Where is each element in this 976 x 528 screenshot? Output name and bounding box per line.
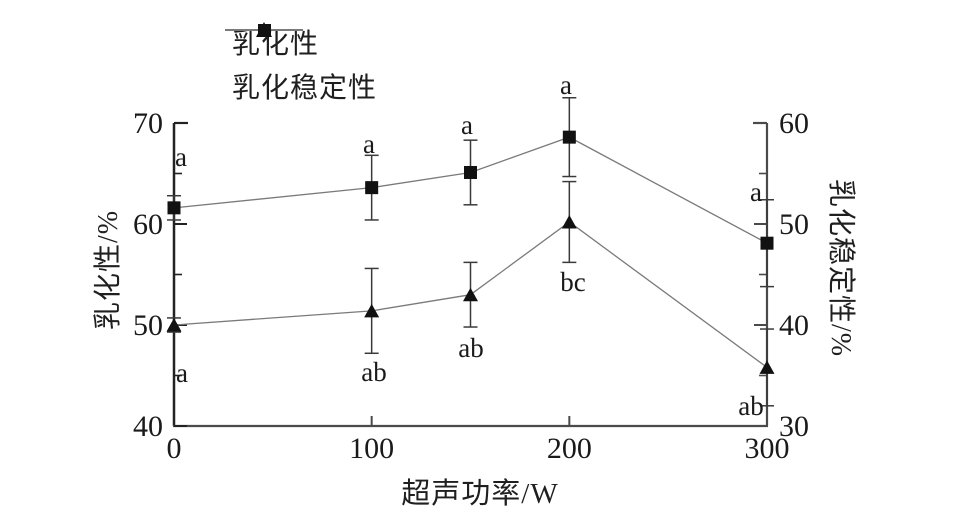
x-tick-label: 100 (349, 432, 394, 465)
right-tick-label: 40 (779, 309, 809, 342)
x-tick-label: 300 (745, 432, 790, 465)
left-y-axis-title: 乳化性/% (93, 209, 124, 331)
right-tick-label: 30 (779, 410, 809, 443)
left-tick-label: 50 (133, 309, 163, 342)
significance-label: ab (738, 391, 763, 421)
x-tick-label: 0 (167, 432, 182, 465)
significance-label: a (175, 142, 187, 172)
significance-label: a (560, 70, 572, 100)
x-tick-label: 200 (547, 432, 592, 465)
data-point-triangle-marker (561, 214, 577, 229)
significance-label: a (461, 110, 473, 140)
significance-label: a (176, 358, 188, 388)
data-point-triangle-marker (364, 303, 380, 318)
significance-label: a (363, 129, 375, 159)
x-axis-title: 超声功率/W (401, 478, 559, 510)
legend-label-emulsifying-activity: 乳化性 (232, 29, 320, 60)
significance-label: a (750, 177, 762, 207)
right-tick-label: 60 (779, 107, 809, 140)
data-point-triangle-marker (463, 287, 478, 302)
legend-square-swatch-icon (225, 24, 303, 37)
data-point-square-marker (760, 236, 774, 250)
left-tick-label: 70 (133, 107, 163, 140)
data-point-triangle-marker (166, 318, 182, 332)
legend: 乳化性 乳化稳定性 (224, 20, 377, 108)
legend-item-emulsion-stability: 乳化稳定性 (224, 24, 378, 108)
data-point-square-marker (464, 165, 477, 179)
data-point-square-marker (365, 181, 379, 195)
data-point-square-marker (167, 201, 181, 215)
significance-label: ab (361, 357, 386, 387)
data-point-triangle-marker (759, 360, 775, 374)
left-tick-label: 40 (133, 410, 163, 443)
data-point-square-marker (562, 130, 576, 144)
right-y-axis-title: 乳化稳定性/% (825, 178, 856, 358)
right-tick-label: 50 (779, 208, 809, 241)
significance-label: bc (560, 267, 586, 297)
significance-label: ab (458, 333, 483, 363)
legend-label-emulsion-stability: 乳化稳定性 (232, 73, 378, 104)
left-tick-label: 60 (133, 208, 163, 241)
